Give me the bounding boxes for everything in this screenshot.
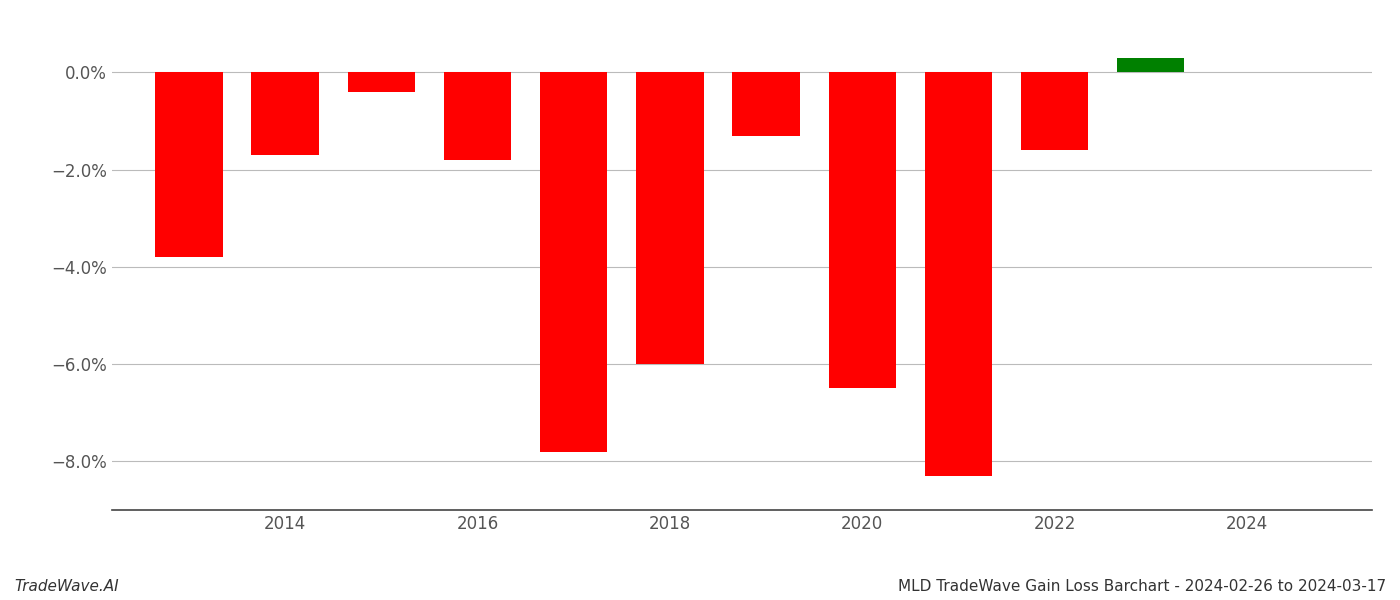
Text: MLD TradeWave Gain Loss Barchart - 2024-02-26 to 2024-03-17: MLD TradeWave Gain Loss Barchart - 2024-… <box>897 579 1386 594</box>
Bar <box>829 73 896 388</box>
Bar <box>252 73 319 155</box>
Text: TradeWave.AI: TradeWave.AI <box>14 579 119 594</box>
Bar <box>540 73 608 452</box>
Bar <box>155 73 223 257</box>
Bar <box>925 73 993 476</box>
Bar <box>347 73 414 92</box>
Bar <box>1021 73 1088 150</box>
Bar <box>636 73 704 364</box>
Bar <box>732 73 799 136</box>
Bar <box>444 73 511 160</box>
Bar <box>1117 58 1184 73</box>
